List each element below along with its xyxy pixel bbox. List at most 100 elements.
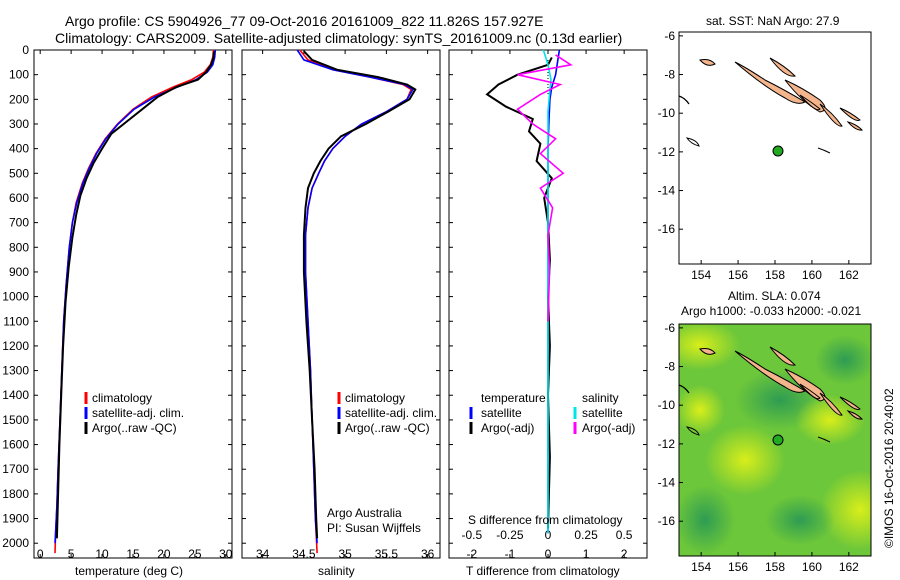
depth-tick-label: 1800 [2, 487, 29, 501]
x-tick-label: 1 [583, 547, 590, 561]
series-line-0-0 [54, 49, 215, 554]
x-tick-label: 25 [188, 547, 202, 561]
s-diff-tick-label: -0.5 [462, 528, 483, 542]
depth-tick-label: 700 [9, 216, 29, 230]
temperature-plot-frame [33, 49, 233, 559]
x-tick-label: 0 [545, 547, 552, 561]
legend-label-climatology: climatology [92, 391, 152, 405]
salinity-legend: climatology satellite-adj. clim. Argo(..… [327, 391, 437, 535]
series-line-0-2 [55, 51, 216, 539]
sst-map-coastline [678, 57, 864, 154]
coastline-fragment [678, 95, 690, 105]
map-lat-label: -14 [658, 184, 676, 198]
island-landmass [839, 107, 861, 121]
legend-label-satellite: satellite-adj. clim. [92, 406, 184, 420]
legend-label-temp-satellite: satellite [481, 406, 522, 420]
coastline-fragment [817, 147, 831, 154]
coastline-fragment [817, 436, 831, 443]
depth-tick-label: 0 [22, 43, 29, 57]
map-lon-label: 158 [765, 268, 785, 282]
map-lat-label: -14 [658, 476, 676, 490]
x-tick-label: 10 [95, 547, 109, 561]
map-lat-label: -16 [658, 514, 676, 528]
depth-tick-label: 1600 [2, 438, 29, 452]
x-tick-label: 34.5 [292, 547, 316, 561]
map-lon-label: 156 [728, 268, 748, 282]
s-diff-tick-label: -0.25 [496, 528, 524, 542]
legend-label-climatology: climatology [345, 391, 405, 405]
depth-tick-label: 1200 [2, 339, 29, 353]
x-axes: 0 5 10 15 20 25 30 34 34.5 35 35.5 36 -2 -1 0 1 2 -0.5 -0.… [37, 50, 633, 561]
island-landmass [819, 103, 843, 127]
map-lon-label: 160 [802, 560, 822, 574]
sla-map-axes: 154 156 158 160 162 -6 -8 -10 -12 -14 -16 [658, 321, 860, 574]
t-difference-axis-label: T difference from climatology [466, 564, 620, 578]
depth-tick-label: 1900 [2, 512, 29, 526]
series-line-2-2 [542, 49, 552, 534]
argo-float-marker [772, 145, 784, 157]
x-tick-label: 0 [37, 547, 44, 561]
map-lat-label: -6 [664, 321, 675, 335]
map-lat-label: -6 [664, 29, 675, 43]
x-tick-label: 36 [421, 547, 435, 561]
depth-tick-label: 1100 [3, 314, 29, 328]
depth-axis: 0 100 200 300 400 500 600 700 800 900 1000 1100 1200… [2, 43, 647, 550]
series-line-1-0 [299, 49, 413, 554]
map-lon-label: 154 [691, 560, 711, 574]
map-lat-label: -16 [658, 222, 676, 236]
legend-label-argo: Argo(..raw -QC) [345, 421, 430, 435]
s-diff-tick-label: 0 [545, 528, 552, 542]
x-tick-label: 15 [126, 547, 140, 561]
sla-map-title: Altim. SLA: 0.074 [728, 289, 821, 303]
depth-tick-label: 500 [9, 166, 29, 180]
depth-tick-label: 1700 [2, 462, 29, 476]
island-landmass [699, 59, 716, 66]
depth-tick-label: 300 [9, 117, 29, 131]
coastline-fragment [685, 426, 700, 436]
legend-label-argo: Argo(..raw -QC) [92, 421, 177, 435]
header-line2: Climatology: CARS2009. Satellite-adjuste… [55, 30, 622, 46]
island-landmass [819, 392, 843, 416]
map-lat-label: -8 [664, 68, 675, 82]
depth-tick-label: 1000 [2, 290, 29, 304]
argo-float-marker [772, 434, 784, 446]
sst-map-title: sat. SST: NaN Argo: 27.9 [706, 14, 840, 28]
depth-tick-label: 1500 [2, 413, 29, 427]
x-tick-label: 2 [621, 547, 628, 561]
map-lon-label: 160 [802, 268, 822, 282]
s-diff-tick-label: 0.5 [616, 528, 633, 542]
x-tick-label: -2 [467, 547, 478, 561]
sla-map-heights: Argo h1000: -0.033 h2000: -0.021 [681, 304, 861, 318]
x-tick-label: 35.5 [375, 547, 399, 561]
map-lat-label: -12 [658, 437, 676, 451]
x-tick-label: 30 [219, 547, 233, 561]
map-lon-label: 156 [728, 560, 748, 574]
x-tick-label: 34 [256, 547, 270, 561]
map-lat-label: -12 [658, 145, 676, 159]
legend-title-salinity: salinity [582, 391, 619, 405]
sla-map-coastline [678, 346, 864, 443]
salinity-plot-frame [241, 49, 441, 559]
island-landmass [839, 396, 861, 410]
s-diff-tick-label: 0.25 [574, 528, 598, 542]
depth-tick-label: 900 [9, 265, 29, 279]
series-line-2-3 [516, 54, 573, 322]
coastline-fragment [678, 384, 690, 394]
island-landmass [699, 348, 716, 355]
series-line-1-2 [302, 50, 417, 539]
legend-label-sal-argo: Argo(-adj) [582, 421, 635, 435]
map-lat-label: -10 [658, 106, 676, 120]
depth-tick-label: 1400 [2, 388, 29, 402]
x-tick-label: 5 [68, 547, 75, 561]
depth-tick-label: 2000 [2, 536, 29, 550]
timestamp-watermark: ©IMOS 16-Oct-2016 20:40:02 [882, 388, 896, 548]
island-landmass [799, 94, 821, 111]
island-landmass [799, 383, 821, 400]
temperature-legend: climatology satellite-adj. clim. Argo(..… [84, 391, 184, 435]
depth-tick-label: 800 [9, 240, 29, 254]
x-tick-label: -1 [505, 547, 516, 561]
island-landmass [846, 121, 864, 131]
sst-map-axes: 154 156 158 160 162 -6 -8 -10 -12 -14 -16 [658, 29, 860, 282]
legend-label-temp-argo: Argo(-adj) [481, 421, 534, 435]
depth-tick-label: 600 [9, 191, 29, 205]
